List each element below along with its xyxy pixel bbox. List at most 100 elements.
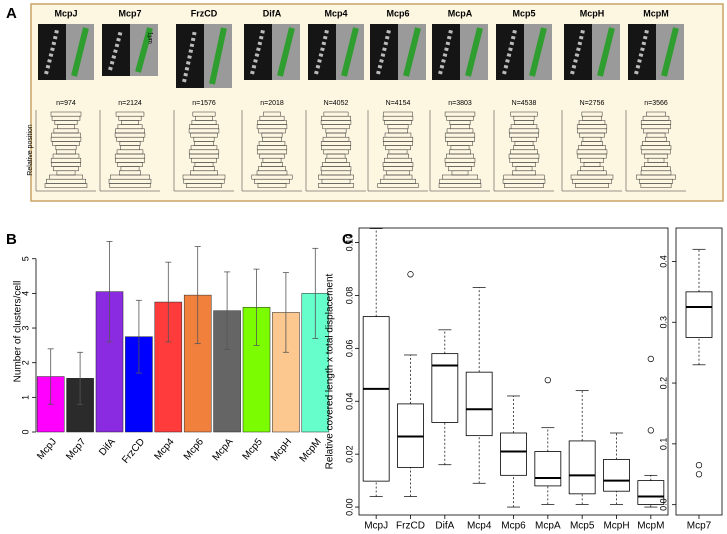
cell-name: McpJ: [54, 8, 77, 18]
x-tick-label: McpJ: [35, 437, 59, 462]
cell-signal: [108, 29, 123, 71]
histogram-bar: [575, 183, 609, 188]
panel-label: C: [342, 231, 353, 248]
x-tick-label: Mcp7: [64, 436, 88, 462]
box: [603, 459, 630, 492]
fluorescence-image: [496, 24, 524, 80]
x-tick-label: McpM: [637, 521, 664, 532]
x-tick-label: Mcp7: [687, 521, 712, 532]
cell-name: Mcp7: [118, 8, 141, 18]
x-tick-label: McpM: [298, 437, 324, 465]
x-tick-label: Mcp4: [152, 436, 176, 462]
box: [362, 316, 390, 482]
box: [568, 440, 596, 495]
box: [465, 371, 493, 437]
fluorescence-image: [244, 24, 272, 80]
cell-overlay: [71, 27, 89, 77]
x-tick-label: Mcp5: [241, 436, 265, 462]
cell-overlay: [341, 27, 359, 77]
fluorescence-image: [564, 24, 592, 80]
cell-count: n=974: [56, 100, 76, 107]
x-tick-label: McpJ: [364, 521, 388, 532]
cell-count: n=3803: [448, 100, 472, 107]
histogram-bar: [640, 183, 672, 188]
cell-count: N=4538: [512, 100, 537, 107]
cell-signal: [182, 29, 197, 83]
cell-overlay: [403, 27, 421, 77]
outlier: [407, 271, 414, 278]
box: [637, 480, 665, 505]
x-tick-label: Mcp6: [501, 521, 526, 532]
fluorescence-image: [38, 24, 66, 80]
cell-overlay: [277, 27, 295, 77]
fluorescence-image: [370, 24, 398, 80]
y-tick-label: 0.3: [658, 316, 668, 329]
x-tick-label: Mcp5: [570, 521, 595, 532]
outlier: [695, 461, 703, 469]
cell-name: FrzCD: [191, 8, 218, 18]
histogram-bar: [257, 183, 287, 188]
histogram-bar: [318, 183, 354, 188]
box: [685, 291, 713, 338]
cell-count: n=2018: [260, 100, 284, 107]
x-tick-label: McpA: [211, 436, 236, 463]
y-tick-label: 0.10: [344, 234, 354, 252]
cell-name: McpM: [643, 8, 669, 18]
box: [431, 353, 459, 423]
y-axis-title: Relative covered length x total displace…: [325, 273, 336, 469]
outlier: [647, 355, 654, 363]
fluorescence-image: [308, 24, 336, 80]
x-tick-label: Mcp6: [182, 436, 206, 462]
y-tick-label: 1: [20, 395, 30, 400]
outlier: [647, 427, 654, 434]
histogram-bar: [44, 183, 88, 188]
cell-name: Mcp5: [512, 8, 535, 18]
x-tick-label: McpA: [535, 521, 561, 532]
y-tick-label: 4: [20, 291, 30, 296]
y-tick-label: 0.2: [658, 377, 668, 390]
cell-name: McpH: [580, 8, 605, 18]
box: [500, 432, 527, 476]
x-tick-label: FrzCD: [396, 521, 425, 532]
fluorescence-image: [628, 24, 656, 80]
fluorescence-image: [432, 24, 460, 80]
cell-count: n=1576: [192, 100, 216, 107]
hist-ylabel: Relative position: [27, 124, 34, 175]
y-tick-label: 0.00: [344, 498, 354, 516]
cell-name: McpA: [448, 8, 473, 18]
cell-count: N=4052: [324, 100, 349, 107]
x-tick-label: DifA: [435, 521, 454, 532]
cell-overlay: [529, 27, 547, 77]
cell-name: DifA: [263, 8, 282, 18]
cell-name: Mcp4: [324, 8, 347, 18]
y-tick-label: 5: [20, 256, 30, 261]
y-tick-label: 0.06: [344, 340, 354, 358]
x-tick-label: Mcp4: [467, 521, 492, 532]
y-tick-label: 0.0: [658, 498, 668, 511]
x-tick-label: McpH: [603, 521, 629, 532]
y-tick-label: 0.1: [658, 438, 668, 451]
outlier: [695, 471, 703, 478]
cell-count: n=2124: [118, 100, 142, 107]
cell-overlay: [597, 27, 615, 77]
y-tick-label: 0.04: [344, 392, 354, 410]
scale-bar-label: 1μm: [146, 32, 152, 44]
panel-label: A: [6, 5, 17, 22]
cell-overlay: [135, 27, 153, 73]
cell-count: n=3566: [644, 100, 668, 107]
box: [534, 451, 562, 487]
cell-count: N=2756: [580, 100, 605, 107]
cell-name: Mcp6: [386, 8, 409, 18]
histogram-bar: [186, 183, 222, 188]
histogram-bar: [109, 183, 151, 188]
cell-overlay: [661, 27, 679, 77]
outlier: [544, 376, 551, 384]
y-tick-label: 0.4: [658, 255, 668, 268]
panel-label: B: [6, 231, 17, 248]
cell-count: N=4154: [386, 100, 411, 107]
y-tick-label: 3: [20, 326, 30, 331]
y-tick-label: 0: [20, 429, 30, 434]
y-tick-label: 0.08: [344, 287, 354, 305]
